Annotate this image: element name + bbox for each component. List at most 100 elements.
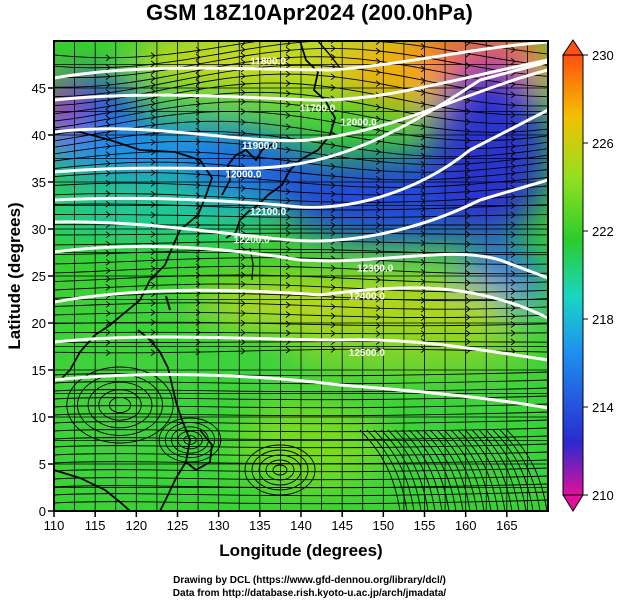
- streamline: [54, 56, 548, 88]
- streamline-arrow: [285, 46, 291, 54]
- colorbar-label: 230: [592, 48, 614, 63]
- streamline: [54, 101, 548, 133]
- streamline-arrow: [240, 262, 246, 270]
- streamline-arrow: [510, 177, 516, 184]
- streamline-arrow: [375, 127, 381, 134]
- streamline-arrow: [105, 309, 111, 317]
- streamline-arrow: [420, 330, 426, 338]
- streamline-arrow: [240, 271, 246, 279]
- streamline-arrow: [195, 79, 201, 86]
- streamline-arrow: [240, 254, 246, 262]
- streamline-arrow: [150, 52, 156, 59]
- streamline-arrow: [510, 135, 516, 143]
- streamline-arrow: [375, 238, 381, 246]
- streamline-arrow: [150, 87, 156, 95]
- streamline-arrow: [465, 221, 471, 229]
- streamline-arrow: [195, 138, 201, 145]
- streamline-arrow: [285, 263, 291, 271]
- streamline-arrow: [465, 338, 471, 346]
- streamline: [464, 429, 506, 511]
- contour-label: 11700.0: [300, 104, 336, 115]
- streamline-arrow: [510, 288, 516, 295]
- streamline: [54, 331, 548, 335]
- streamline-arrow: [240, 221, 246, 229]
- streamline-arrow: [465, 62, 471, 69]
- streamline-arrow: [150, 158, 156, 166]
- streamline-arrow: [150, 328, 156, 336]
- y-tick-label: 0: [39, 504, 46, 519]
- contour-label: 12200.0: [234, 235, 271, 246]
- streamline-arrow: [375, 330, 381, 338]
- streamline: [54, 451, 548, 457]
- streamline-arrow: [150, 309, 156, 316]
- y-axis-ticks: 0 5 10 15 20 25 30 35 40 45: [32, 81, 54, 519]
- streamline-arrow: [105, 339, 111, 346]
- streamline-arrow: [330, 264, 336, 272]
- streamline-arrow: [465, 41, 471, 47]
- streamline: [54, 182, 548, 196]
- streamline-arrow: [330, 303, 336, 311]
- streamline-arrow: [150, 201, 156, 209]
- streamline-arrow: [195, 263, 201, 271]
- streamline: [54, 232, 548, 236]
- streamline-arrow: [240, 329, 246, 337]
- streamline-arrow: [465, 330, 471, 337]
- y-tick-label: 10: [32, 410, 46, 425]
- streamline-arrow: [105, 64, 111, 71]
- x-tick-label: 155: [414, 518, 436, 533]
- streamline-arrow: [285, 221, 291, 229]
- streamline-arrow: [195, 192, 201, 200]
- colorbar-label: 210: [592, 488, 614, 503]
- streamline-arrow: [375, 175, 381, 183]
- streamline-arrow: [195, 212, 201, 220]
- streamline: [408, 429, 450, 511]
- streamline-arrow: [105, 200, 111, 208]
- streamline-arrow: [105, 267, 111, 275]
- x-tick-label: 130: [208, 518, 230, 533]
- streamline-arrow: [420, 259, 426, 266]
- y-tick-label: 25: [32, 269, 46, 284]
- colorbar-top-arrow: [562, 39, 584, 56]
- streamline-arrow: [420, 161, 426, 168]
- streamline: [380, 429, 422, 511]
- streamline-arrow: [375, 199, 381, 206]
- streamline-arrow: [150, 100, 156, 107]
- streamline-swirl: [265, 459, 295, 481]
- streamline-arrow: [150, 106, 156, 114]
- streamline-arrow: [195, 338, 201, 346]
- streamline-arrow: [510, 169, 516, 177]
- streamline-arrow: [285, 329, 291, 337]
- streamline-arrow: [375, 304, 381, 312]
- streamline-arrow: [240, 80, 246, 88]
- streamline-arrow: [465, 118, 471, 126]
- streamline-arrow: [465, 313, 471, 321]
- streamline-arrow: [195, 108, 201, 116]
- streamline-arrow: [240, 72, 246, 80]
- streamline-arrow: [375, 345, 381, 353]
- streamline-arrow: [330, 73, 336, 81]
- streamline-arrow: [195, 272, 201, 279]
- streamline-arrow: [420, 268, 426, 276]
- streamline-arrow: [195, 230, 201, 238]
- streamline-arrow: [465, 188, 471, 195]
- streamline-arrow: [105, 190, 111, 197]
- streamline-arrow: [510, 101, 516, 109]
- y-tick-label: 30: [32, 222, 46, 237]
- streamline-arrow: [420, 322, 426, 330]
- streamline: [54, 213, 548, 219]
- streamline-arrow: [285, 197, 291, 204]
- streamline-arrow: [195, 85, 201, 93]
- streamline-arrow: [285, 70, 291, 78]
- streamline: [54, 91, 548, 125]
- streamline-arrow: [240, 347, 246, 355]
- streamline-arrow: [105, 329, 111, 336]
- streamline-arrow: [105, 179, 111, 187]
- streamline-arrow: [240, 174, 246, 182]
- streamline-arrow: [510, 162, 516, 170]
- streamline: [54, 499, 548, 505]
- streamline-arrow: [240, 46, 246, 53]
- streamline: [54, 395, 548, 401]
- streamline-arrow: [465, 297, 471, 305]
- streamline: [54, 82, 548, 116]
- y-tick-label: 35: [32, 175, 46, 190]
